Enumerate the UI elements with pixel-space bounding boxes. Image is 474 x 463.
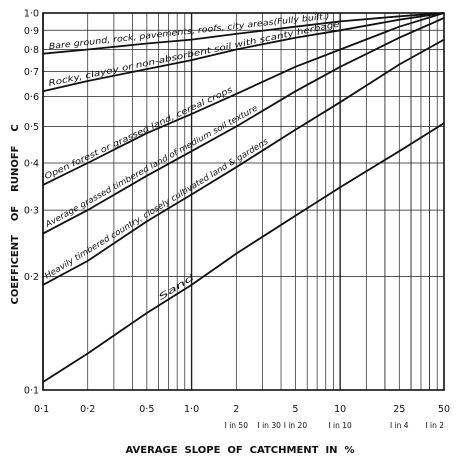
x-tick-label: 25 bbox=[393, 404, 405, 415]
y-tick-label: 0·2 bbox=[24, 272, 39, 283]
y-axis-label: COEFFICENT OF RUNOFF bbox=[10, 146, 21, 305]
x-tick-label: 0·5 bbox=[139, 404, 154, 415]
y-tick-label: 0·6 bbox=[24, 92, 39, 103]
series-line-2 bbox=[42, 12, 445, 93]
x-tick-label: 2 bbox=[233, 404, 239, 415]
slope-ratio-label: I in 30 bbox=[258, 421, 282, 430]
x-axis-label: AVERAGE SLOPE OF CATCHMENT IN % bbox=[125, 445, 354, 456]
x-tick-label: 10 bbox=[334, 404, 346, 415]
series-line-1 bbox=[42, 12, 445, 55]
slope-ratio-tick-labels: I in 50 I in 30 I in 20 I in 10 I in 4 I in 2 bbox=[225, 421, 445, 430]
y-tick-label: 0·1 bbox=[24, 386, 39, 397]
x-tick-label: 5 bbox=[292, 404, 298, 415]
series-line-5 bbox=[42, 38, 445, 286]
y-tick-label: 0·8 bbox=[24, 45, 39, 56]
plot-frame bbox=[42, 12, 445, 391]
y-axis-symbol: C bbox=[10, 124, 21, 131]
y-tick-label: 0·4 bbox=[24, 159, 39, 170]
slope-ratio-label: I in 4 bbox=[390, 421, 409, 430]
slope-ratio-label: I in 50 bbox=[225, 421, 249, 430]
series-line-6 bbox=[42, 122, 445, 383]
y-tick-label: 0·9 bbox=[24, 26, 39, 37]
y-tick-label: 0·3 bbox=[24, 206, 39, 217]
y-tick-labels: 1·0 0·9 0·8 0·7 0·6 0·5 0·4 0·3 0·2 0·1 bbox=[24, 9, 39, 397]
y-tick-label: 0·7 bbox=[24, 67, 39, 78]
x-tick-label: 0·1 bbox=[34, 404, 49, 415]
slope-ratio-label: I in 2 bbox=[425, 421, 444, 430]
x-tick-label: 1·0 bbox=[184, 404, 199, 415]
y-tick-label: 0·5 bbox=[24, 122, 39, 133]
series-label-6: Sand bbox=[156, 271, 197, 302]
series-line-3 bbox=[42, 12, 445, 186]
slope-ratio-label: I in 20 bbox=[284, 421, 308, 430]
y-tick-label: 1·0 bbox=[24, 9, 39, 20]
x-tick-label: 50 bbox=[438, 404, 450, 415]
x-tick-label: 0·2 bbox=[80, 404, 95, 415]
x-tick-labels: 0·1 0·2 0·5 1·0 2 5 10 25 50 bbox=[34, 404, 450, 415]
slope-ratio-label: I in 10 bbox=[328, 421, 352, 430]
series-line-4 bbox=[42, 17, 445, 235]
series-lines bbox=[42, 12, 445, 383]
